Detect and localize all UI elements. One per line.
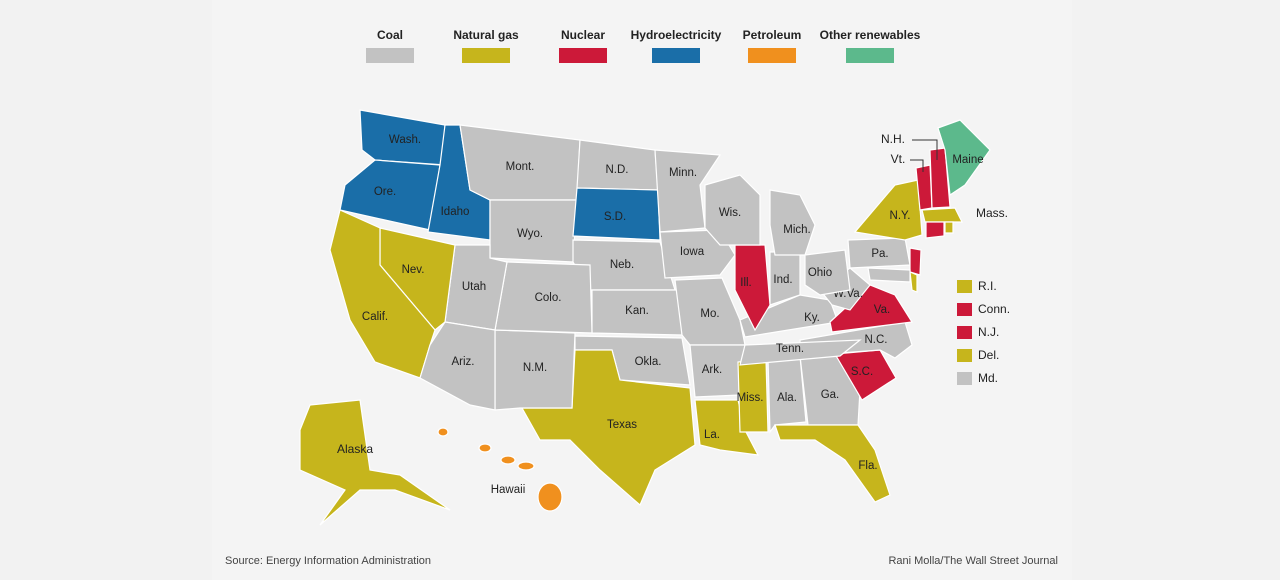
state-label: Pa. bbox=[871, 248, 888, 260]
small-state-label: Conn. bbox=[978, 302, 1010, 316]
state bbox=[921, 207, 963, 223]
state-label: Colo. bbox=[535, 292, 562, 304]
legend-label: Petroleum bbox=[743, 28, 802, 42]
state-label: Miss. bbox=[737, 392, 764, 404]
legend-swatch bbox=[748, 48, 796, 63]
state bbox=[694, 399, 760, 456]
state-label: N.Y. bbox=[890, 210, 911, 222]
state-label: N.M. bbox=[523, 362, 547, 374]
state-label: Ga. bbox=[821, 389, 840, 401]
small-state-swatch bbox=[957, 349, 972, 362]
state-label: Va. bbox=[874, 304, 890, 316]
state-label: Ohio bbox=[808, 267, 832, 279]
small-state-label: Del. bbox=[978, 348, 999, 362]
legend-label: Other renewables bbox=[820, 28, 921, 42]
state bbox=[769, 189, 816, 256]
state bbox=[704, 174, 761, 246]
state-label: Alaska bbox=[337, 442, 373, 456]
state-label: Wash. bbox=[389, 134, 421, 146]
legend-swatch bbox=[559, 48, 607, 63]
state-label: La. bbox=[704, 429, 720, 441]
state bbox=[937, 119, 991, 197]
legend-swatch bbox=[462, 48, 510, 63]
state-label: Idaho bbox=[441, 206, 470, 218]
state-label: N.D. bbox=[606, 164, 629, 176]
small-state bbox=[944, 221, 954, 234]
credit: Rani Molla/The Wall Street Journal bbox=[888, 555, 1058, 567]
legend-label: Coal bbox=[377, 28, 403, 42]
state bbox=[419, 321, 496, 411]
legend-swatch bbox=[846, 48, 894, 63]
leader-line bbox=[912, 139, 938, 160]
state-label: Ill. bbox=[740, 277, 752, 289]
legend-label: Natural gas bbox=[453, 28, 519, 42]
state-label: Calif. bbox=[362, 311, 388, 323]
island bbox=[517, 461, 535, 471]
state-label: S.C. bbox=[851, 366, 873, 378]
legend-swatch bbox=[366, 48, 414, 63]
source-note: Source: Energy Information Administratio… bbox=[225, 555, 431, 567]
small-state-swatch bbox=[957, 280, 972, 293]
small-state-label: R.I. bbox=[978, 279, 997, 293]
state bbox=[299, 399, 451, 526]
state-label: Wis. bbox=[719, 207, 741, 219]
small-state-swatch bbox=[957, 372, 972, 385]
state-label: Mich. bbox=[783, 224, 810, 236]
state bbox=[739, 339, 862, 366]
small-state bbox=[867, 267, 911, 283]
state-label: Vt. bbox=[891, 152, 906, 166]
state-label: Fla. bbox=[858, 460, 877, 472]
state-label: Mass. bbox=[976, 206, 1008, 220]
state bbox=[572, 187, 661, 241]
small-state-swatch bbox=[957, 326, 972, 339]
leader-line bbox=[910, 159, 924, 172]
legend-swatch bbox=[652, 48, 700, 63]
state-label: Minn. bbox=[669, 167, 697, 179]
state-label: Ky. bbox=[804, 312, 820, 324]
state-label: Ore. bbox=[374, 186, 396, 198]
state-label: Mo. bbox=[700, 308, 719, 320]
state bbox=[774, 424, 891, 503]
state bbox=[654, 149, 722, 233]
state-label: Hawaii bbox=[491, 484, 526, 496]
legend-label: Nuclear bbox=[561, 28, 605, 42]
state bbox=[804, 249, 851, 296]
state bbox=[739, 294, 839, 338]
state bbox=[339, 159, 441, 231]
state-label: Maine bbox=[952, 154, 983, 166]
island bbox=[537, 482, 563, 512]
state-label: Wyo. bbox=[517, 228, 543, 240]
small-state bbox=[909, 271, 918, 293]
state-label: N.H. bbox=[881, 132, 905, 146]
state-label: Iowa bbox=[680, 246, 705, 258]
state-label: Ala. bbox=[777, 392, 797, 404]
legend-label: Hydroelectricity bbox=[631, 28, 722, 42]
state-label: Ind. bbox=[773, 274, 792, 286]
island bbox=[478, 443, 492, 453]
state-label: Kan. bbox=[625, 305, 649, 317]
island bbox=[500, 455, 516, 465]
state-label: Ariz. bbox=[452, 356, 475, 368]
small-state-swatch bbox=[957, 303, 972, 316]
state-label: N.C. bbox=[865, 334, 888, 346]
state-label: Utah bbox=[462, 281, 486, 293]
state-label: Neb. bbox=[610, 259, 634, 271]
state-label: Texas bbox=[607, 419, 637, 431]
state bbox=[929, 147, 951, 209]
state-label: Mont. bbox=[506, 161, 535, 173]
small-state-label: N.J. bbox=[978, 325, 999, 339]
state-label: Ark. bbox=[702, 364, 722, 376]
state-label: S.D. bbox=[604, 211, 626, 223]
island bbox=[437, 427, 449, 437]
small-state bbox=[925, 221, 945, 239]
small-state-label: Md. bbox=[978, 371, 998, 385]
state-label: Nev. bbox=[402, 264, 425, 276]
state-label: Okla. bbox=[635, 356, 662, 368]
small-state bbox=[909, 247, 922, 276]
state-label: Tenn. bbox=[776, 343, 804, 355]
